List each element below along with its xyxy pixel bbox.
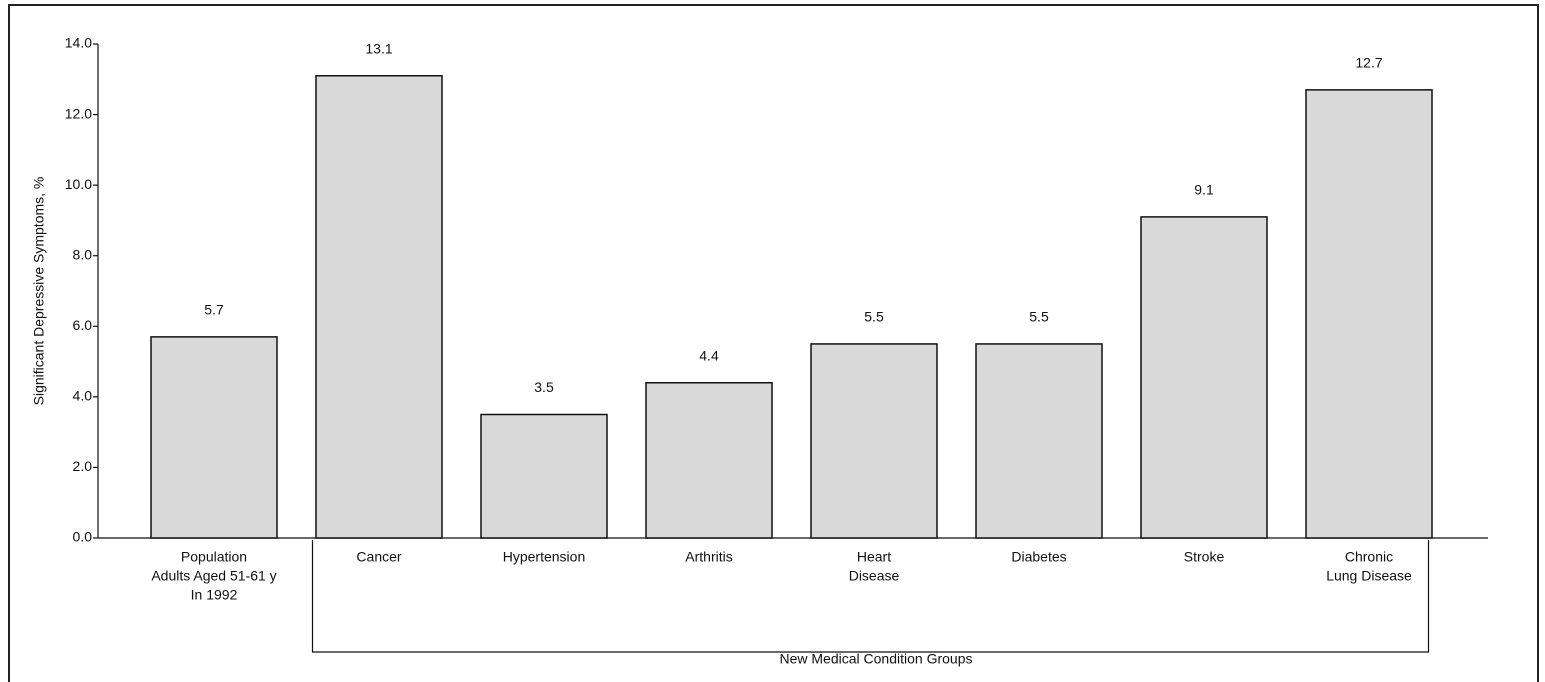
- group-bracket: [311, 540, 1430, 653]
- y-tick-label: 8.0: [73, 246, 93, 262]
- bar: [480, 413, 608, 539]
- value-label: 5.5: [1029, 309, 1049, 325]
- y-tick-label: 14.0: [65, 35, 92, 51]
- group-label: New Medical Condition Groups: [780, 651, 973, 667]
- bar: [810, 343, 938, 539]
- y-tick-label: 0.0: [73, 529, 93, 545]
- x-tick-label: Hypertension: [503, 549, 586, 565]
- value-label: 4.4: [699, 347, 719, 363]
- x-tick-label: Stroke: [1184, 549, 1225, 565]
- bar: [1140, 216, 1268, 539]
- x-tick-label: Chronic: [1345, 549, 1393, 565]
- x-tick-label: Arthritis: [685, 549, 732, 565]
- value-label: 5.7: [204, 302, 224, 318]
- y-axis-label: Significant Depressive Symptoms, %: [31, 177, 47, 406]
- x-tick-label: Diabetes: [1011, 549, 1066, 565]
- value-label: 13.1: [365, 40, 392, 56]
- value-label: 3.5: [534, 379, 554, 395]
- y-tick-label: 12.0: [65, 105, 92, 121]
- y-tick-label: 2.0: [73, 458, 93, 474]
- value-label: 9.1: [1194, 182, 1214, 198]
- x-tick-label: Disease: [849, 568, 900, 584]
- x-tick-label: Lung Disease: [1326, 568, 1412, 584]
- bar: [645, 381, 773, 539]
- x-tick-label: Heart: [857, 549, 891, 565]
- y-tick-label: 6.0: [73, 317, 93, 333]
- y-tick-label: 10.0: [65, 176, 92, 192]
- value-label: 5.5: [864, 309, 884, 325]
- x-tick-label: In 1992: [191, 587, 238, 603]
- x-tick-label: Cancer: [356, 549, 401, 565]
- x-tick-label: Adults Aged 51-61 y: [151, 568, 276, 584]
- bar: [1305, 89, 1433, 539]
- bar: [150, 336, 278, 539]
- bar: [975, 343, 1103, 539]
- frame: [8, 4, 1539, 682]
- value-label: 12.7: [1355, 55, 1382, 71]
- bar: [315, 75, 443, 539]
- x-tick-label: Population: [181, 549, 247, 565]
- y-tick-label: 4.0: [73, 388, 93, 404]
